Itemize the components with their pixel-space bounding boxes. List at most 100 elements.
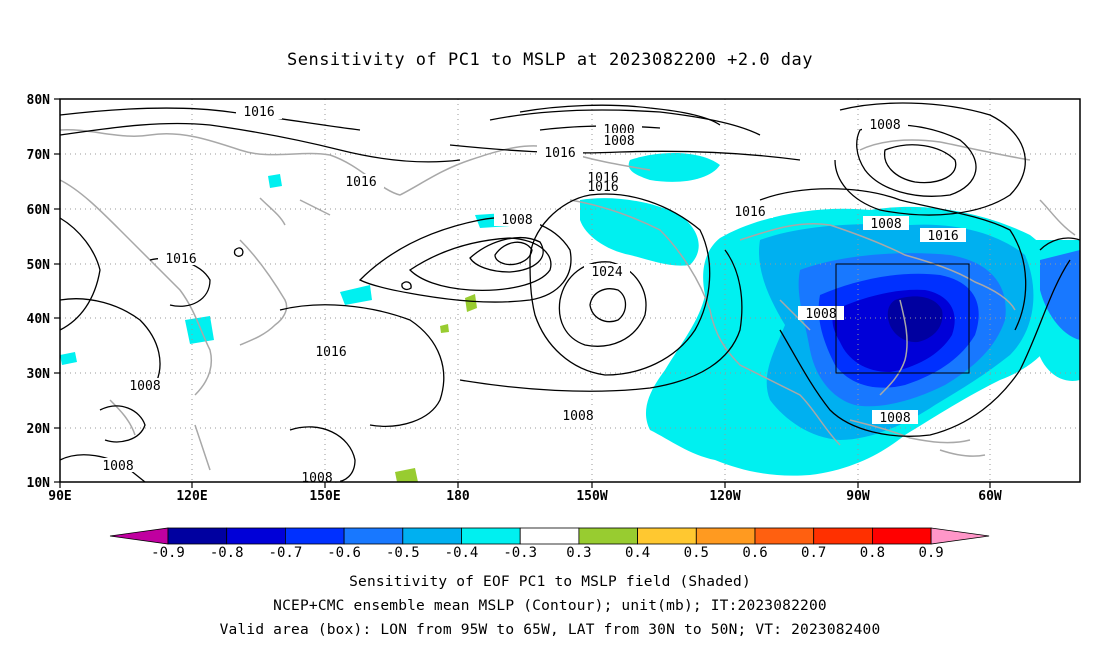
colorbar-swatch [637, 527, 697, 545]
contour-label: 1024 [584, 264, 630, 280]
shaded-sensitivity [60, 153, 1080, 482]
colorbar-label: 0.6 [742, 545, 767, 561]
lon-labels: 90E 120E 150E 180 150W 120W 90W 60W [48, 489, 1002, 504]
footer-line-2: NCEP+CMC ensemble mean MSLP (Contour); u… [273, 598, 827, 614]
colorbar-label: -0.6 [327, 545, 361, 561]
shade-small-4 [60, 352, 77, 365]
colorbar-swatch [461, 527, 521, 545]
svg-text:1008: 1008 [501, 213, 532, 228]
svg-text:1008: 1008 [603, 134, 634, 149]
lon-label: 120E [176, 489, 207, 504]
valid-area-box [835, 263, 970, 374]
contour-label: 1008 [863, 216, 909, 232]
contour-label: 1008 [294, 471, 340, 486]
colorbar-swatch [695, 527, 756, 545]
svg-text:1024: 1024 [591, 265, 622, 280]
shade-arctic-cyan [628, 153, 720, 182]
colorbar-swatch [519, 527, 580, 545]
colorbar-label: 0.3 [566, 545, 591, 561]
svg-text:1008: 1008 [102, 459, 133, 474]
colorbar-label: 0.5 [684, 545, 709, 561]
colorbar-label: 0.7 [801, 545, 826, 561]
colorbar-swatch [343, 527, 404, 545]
contour-labels: 1016 1000 1008 1016 1008 1016 1016 1016 … [95, 104, 966, 486]
mslp-contours [59, 102, 1081, 483]
colorbar-label: 0.4 [625, 545, 650, 561]
svg-text:1008: 1008 [870, 217, 901, 232]
plot-area: 1016 1000 1008 1016 1008 1016 1016 1016 … [27, 93, 1081, 504]
lat-label: 20N [27, 422, 51, 437]
lon-label: 60W [978, 489, 1002, 504]
lat-label: 10N [27, 476, 51, 491]
svg-text:1008: 1008 [879, 411, 910, 426]
svg-text:1016: 1016 [243, 105, 274, 120]
svg-text:1016: 1016 [927, 229, 958, 244]
contour-label: 1008 [596, 133, 642, 149]
lon-label: 90W [846, 489, 870, 504]
colorbar-label: 0.9 [918, 545, 943, 561]
contour-label: 1016 [727, 204, 773, 220]
contour-label: 1008 [95, 458, 141, 474]
colorbar-label: -0.7 [269, 545, 303, 561]
axis-ticks [54, 98, 991, 488]
svg-text:1008: 1008 [869, 118, 900, 133]
lon-label: 150W [576, 489, 607, 504]
svg-text:1008: 1008 [301, 471, 332, 486]
lat-label: 70N [27, 148, 51, 163]
lat-label: 50N [27, 258, 51, 273]
contour-label: 1016 [338, 174, 384, 190]
contour-label: 1008 [555, 408, 601, 424]
contour-label: 1016 [236, 104, 282, 120]
svg-text:1016: 1016 [544, 146, 575, 161]
shade-green-1 [465, 294, 477, 312]
shade-green-2 [395, 468, 418, 482]
contour-label: 1008 [862, 117, 908, 133]
contour-label: 1016 [580, 180, 626, 195]
colorbar-label: -0.4 [445, 545, 479, 561]
coastlines [59, 129, 1076, 471]
colorbar: -0.9 -0.8 -0.7 -0.6 -0.5 -0.4 -0.3 0.3 0.4 0.5 0.6… [109, 527, 990, 561]
lon-label: 90E [48, 489, 71, 504]
colorbar-label: -0.8 [210, 545, 244, 561]
colorbar-swatch [284, 527, 345, 545]
contour-label: 1016 [308, 344, 354, 360]
colorbar-swatch [167, 527, 228, 545]
colorbar-label: 0.8 [860, 545, 885, 561]
lon-label: 120W [709, 489, 740, 504]
colorbar-label: -0.5 [386, 545, 420, 561]
footer-line-3: Valid area (box): LON from 95W to 65W, L… [219, 622, 881, 638]
lon-label: 180 [446, 489, 470, 504]
colorbar-label: -0.9 [151, 545, 185, 561]
grid-lines [60, 99, 1080, 482]
contour-label: 1008 [798, 306, 844, 322]
svg-text:1016: 1016 [734, 205, 765, 220]
svg-text:1016: 1016 [165, 252, 196, 267]
lat-labels: 80N 70N 60N 50N 40N 30N 20N 10N [27, 93, 51, 491]
colorbar-swatch [578, 527, 639, 545]
svg-text:1016: 1016 [315, 345, 346, 360]
contour-label: 1016 [537, 145, 583, 161]
colorbar-swatch [813, 527, 873, 545]
colorbar-right-arrow [930, 527, 990, 545]
colorbar-swatch [754, 527, 815, 545]
svg-text:1008: 1008 [805, 307, 836, 322]
map-title: Sensitivity of PC1 to MSLP at 2023082200… [286, 50, 813, 70]
colorbar-swatch [402, 527, 462, 545]
lon-label: 150E [309, 489, 340, 504]
shade-small-5 [185, 316, 214, 344]
shade-pac-cyan [580, 198, 699, 266]
contour-label: 1016 [920, 228, 966, 244]
colorbar-left-arrow [109, 527, 169, 545]
svg-text:1016: 1016 [587, 180, 618, 195]
lat-label: 40N [27, 312, 51, 327]
svg-text:1008: 1008 [129, 379, 160, 394]
plot-frame [59, 98, 1081, 483]
lat-label: 80N [27, 93, 51, 108]
contour-label: 1008 [494, 212, 540, 228]
footer-line-1: Sensitivity of EOF PC1 to MSLP field (Sh… [349, 574, 751, 590]
shade-green-3 [440, 324, 449, 333]
shade-small-1 [340, 285, 372, 305]
svg-text:1008: 1008 [562, 409, 593, 424]
colorbar-swatch [226, 527, 286, 545]
